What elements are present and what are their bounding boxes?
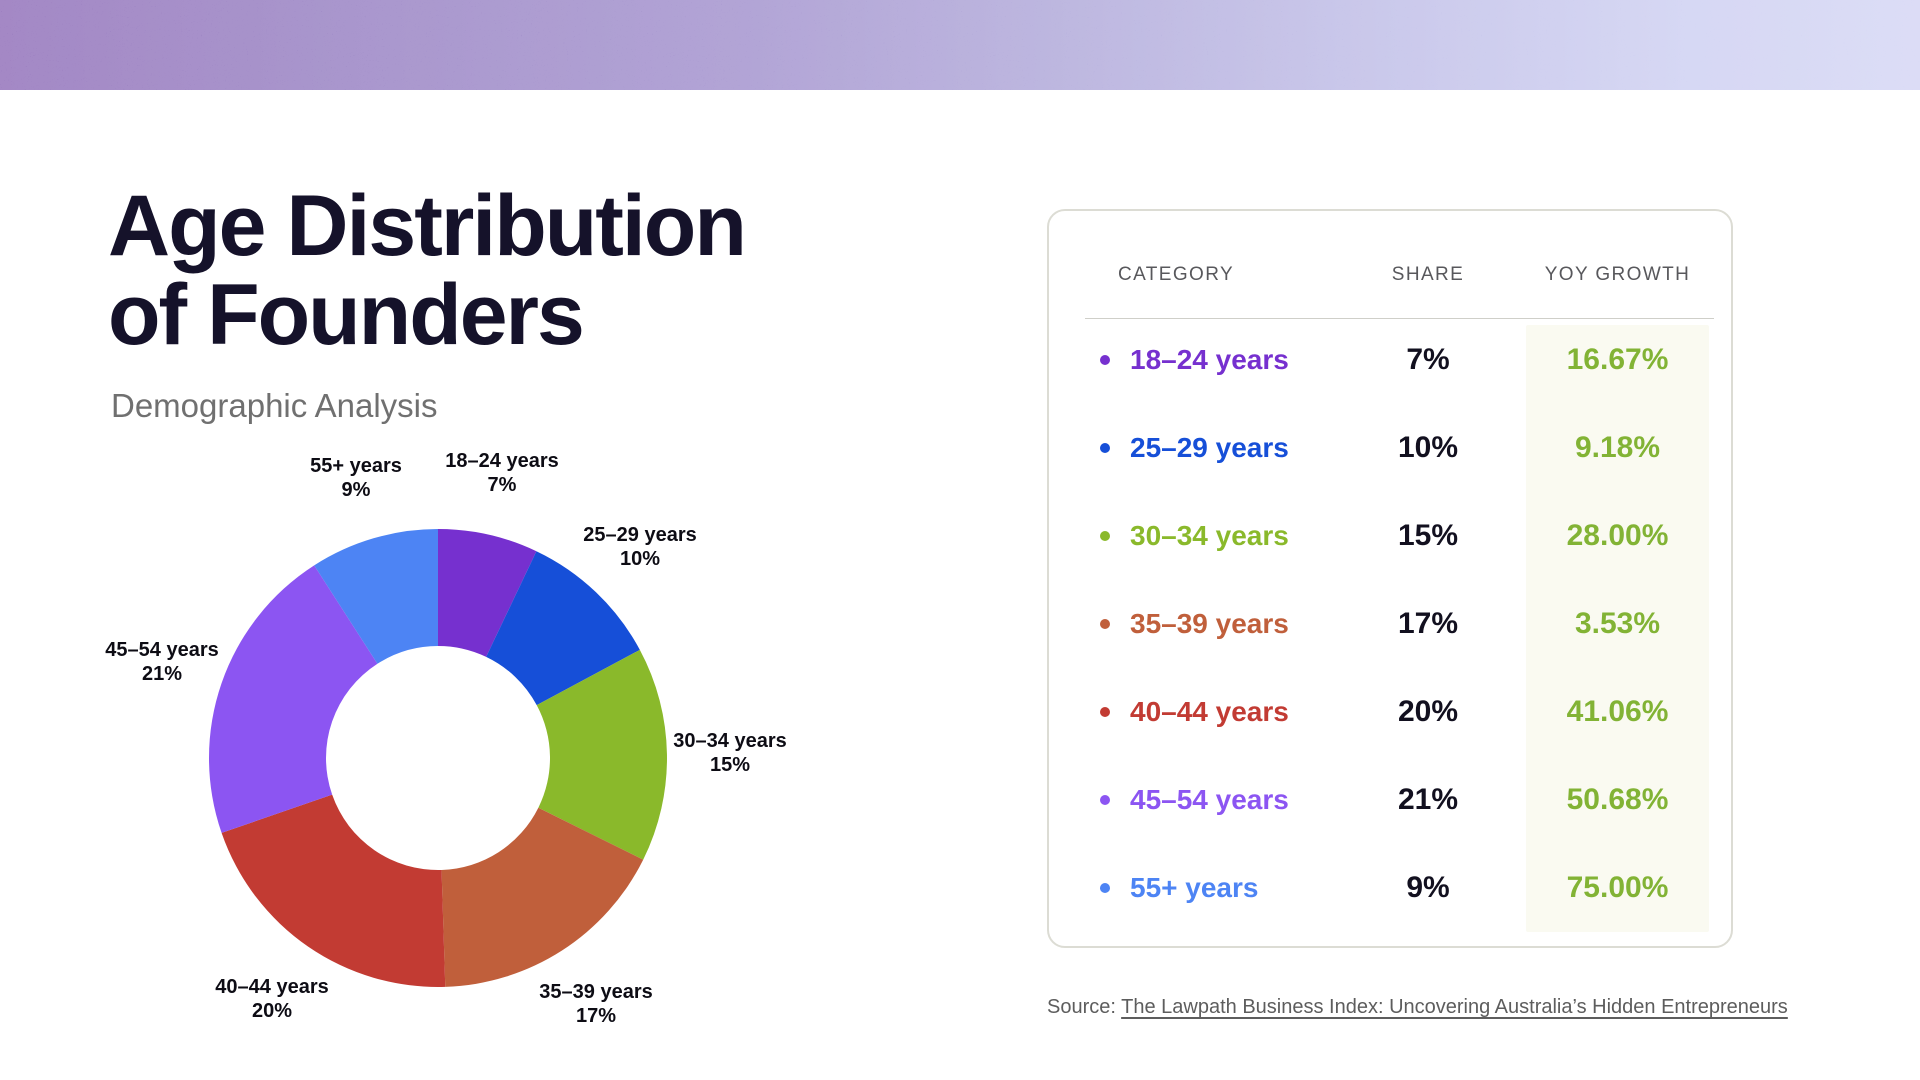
slice-label-category: 40–44 years <box>215 976 329 998</box>
table-row: 55+ years 9% 75.00% <box>1049 866 1731 910</box>
yoy-growth-cell: 16.67% <box>1566 343 1669 376</box>
pie-slice-label: 40–44 years 20% <box>215 975 328 1023</box>
share-cell: 20% <box>1397 695 1459 728</box>
share-cell: 17% <box>1397 607 1459 640</box>
top-gradient-banner <box>0 0 1920 90</box>
category-bullet-dot <box>1100 619 1110 629</box>
table-row: 45–54 years 21% 50.68% <box>1049 778 1731 822</box>
header-divider <box>1085 318 1714 319</box>
yoy-growth-cell: 50.68% <box>1566 783 1669 816</box>
source-line: Source: The Lawpath Business Index: Unco… <box>1047 992 1788 1022</box>
table-row: 35–39 years 17% 3.53% <box>1049 602 1731 646</box>
category-bullet-dot <box>1100 443 1110 453</box>
slice-label-category: 25–29 years <box>583 524 697 546</box>
data-table-card: CATEGORY SHARE YOY GROWTH 18–24 years 7% 1… <box>1047 209 1733 948</box>
pie-slice-label: 30–34 years 15% <box>673 729 786 777</box>
share-cell: 10% <box>1397 431 1459 464</box>
page-title: Age Distribution of Founders <box>108 182 928 360</box>
category-bullet-dot <box>1100 883 1110 893</box>
slice-label-category: 30–34 years <box>673 730 787 752</box>
pie-slice-7 <box>314 529 438 664</box>
page-title-line2: of Founders <box>108 267 585 363</box>
pie-slice-1 <box>438 529 537 657</box>
category-cell: 30–34 years <box>1130 520 1289 551</box>
category-bullet-dot <box>1100 531 1110 541</box>
category-cell: 45–54 years <box>1130 784 1289 815</box>
slice-label-category: 18–24 years <box>445 450 559 472</box>
slice-label-percent: 9% <box>341 479 371 501</box>
header-category: CATEGORY <box>1118 264 1235 285</box>
table-row: 30–34 years 15% 28.00% <box>1049 514 1731 558</box>
pie-slice-label: 55+ years 9% <box>310 454 402 502</box>
share-cell: 21% <box>1397 783 1459 816</box>
table-row: 40–44 years 20% 41.06% <box>1049 690 1731 734</box>
pie-slice-label: 18–24 years 7% <box>445 449 558 497</box>
pie-slice-label: 25–29 years 10% <box>583 523 696 571</box>
pie-slice-label: 35–39 years 17% <box>539 980 652 1028</box>
yoy-growth-cell: 3.53% <box>1574 607 1661 640</box>
pie-slice-label: 45–54 years 21% <box>105 638 218 686</box>
slice-label-percent: 21% <box>141 663 183 685</box>
page-subtitle: Demographic Analysis <box>111 387 438 424</box>
share-cell: 15% <box>1397 519 1459 552</box>
category-cell: 25–29 years <box>1130 432 1289 463</box>
donut-chart: 18–24 years 7% 25–29 years 10% 30–34 years 15… <box>0 400 900 1080</box>
donut-chart-svg <box>208 529 667 987</box>
header-share: SHARE <box>1391 264 1465 285</box>
yoy-growth-cell: 28.00% <box>1566 519 1669 552</box>
pie-slice-2 <box>486 551 640 706</box>
slice-label-percent: 15% <box>709 754 751 776</box>
slice-label-percent: 20% <box>251 1000 293 1022</box>
yoy-growth-cell: 75.00% <box>1566 871 1669 904</box>
pie-slice-6 <box>208 565 378 833</box>
banner-grain-texture <box>0 0 1920 90</box>
source-prefix: Source: <box>1047 996 1122 1018</box>
pie-slice-3 <box>536 649 667 860</box>
page-title-line1: Age Distribution <box>108 178 747 274</box>
pie-slice-5 <box>221 794 446 987</box>
yoy-growth-cell: 41.06% <box>1566 695 1669 728</box>
slice-label-category: 45–54 years <box>105 639 219 661</box>
category-bullet-dot <box>1100 707 1110 717</box>
table-row: 18–24 years 7% 16.67% <box>1049 338 1731 382</box>
table-row: 25–29 years 10% 9.18% <box>1049 426 1731 470</box>
category-cell: 35–39 years <box>1130 608 1289 639</box>
donut-chart-labels: 18–24 years 7% 25–29 years 10% 30–34 years 15… <box>0 0 900 1080</box>
category-bullet-dot <box>1100 355 1110 365</box>
pie-slice-4 <box>441 807 644 987</box>
slice-label-category: 55+ years <box>310 455 402 477</box>
yoy-growth-cell: 9.18% <box>1574 431 1661 464</box>
source-link[interactable]: The Lawpath Business Index: Uncovering A… <box>1121 996 1788 1018</box>
header-yoy-growth: YOY GROWTH <box>1544 264 1691 285</box>
slice-label-percent: 17% <box>575 1005 617 1027</box>
growth-column-highlight <box>1526 325 1709 932</box>
category-bullet-dot <box>1100 795 1110 805</box>
category-cell: 18–24 years <box>1130 344 1289 375</box>
share-cell: 9% <box>1406 871 1450 904</box>
slice-label-category: 35–39 years <box>539 981 653 1003</box>
category-cell: 40–44 years <box>1130 696 1289 727</box>
slice-label-percent: 10% <box>619 548 661 570</box>
share-cell: 7% <box>1406 343 1450 376</box>
slice-label-percent: 7% <box>487 474 517 496</box>
category-cell: 55+ years <box>1130 872 1259 903</box>
